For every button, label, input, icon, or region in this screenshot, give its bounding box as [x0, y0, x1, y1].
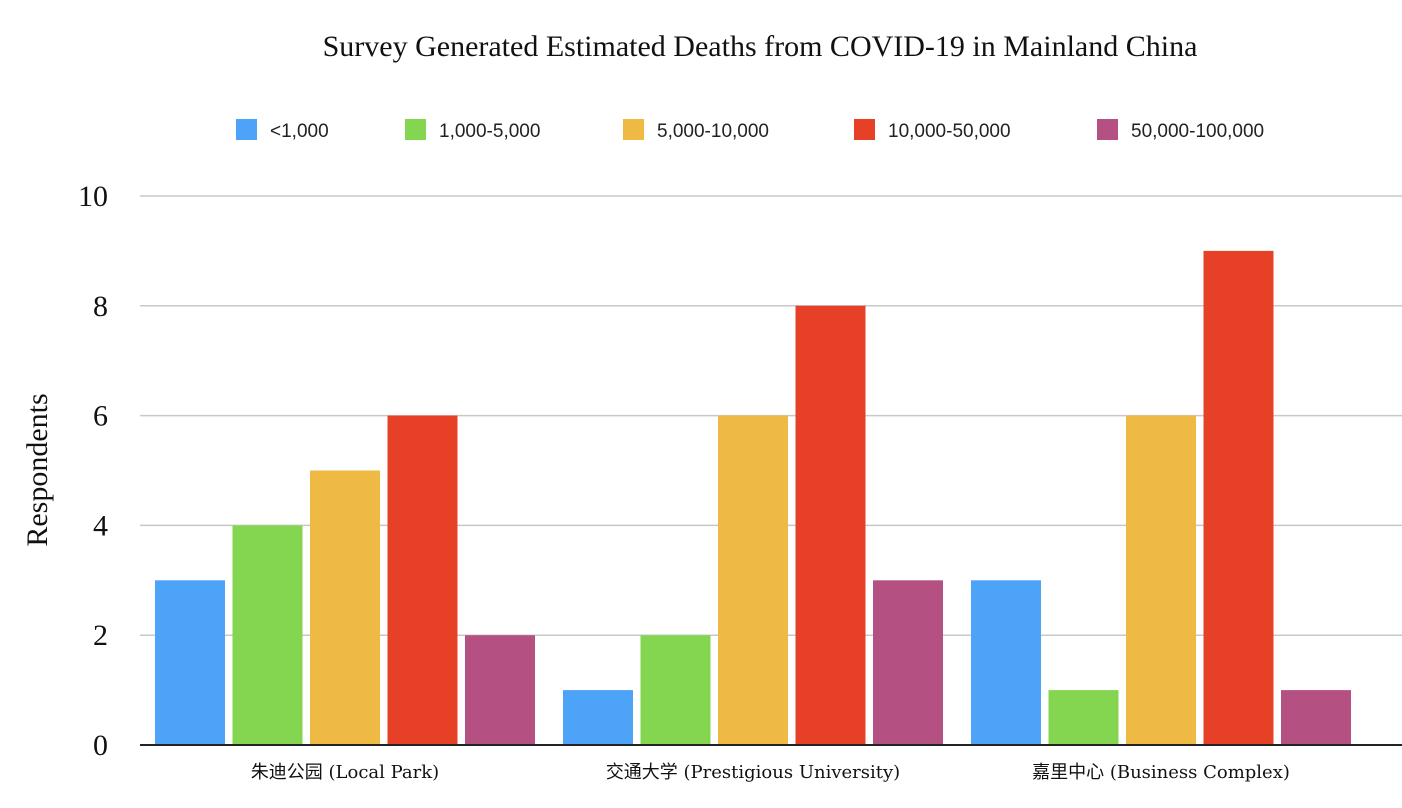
- bar-group: [971, 250, 1351, 745]
- y-tick-label: 6: [93, 400, 108, 433]
- y-tick-label: 0: [93, 729, 108, 762]
- legend-swatch: [236, 119, 257, 140]
- legend-swatch: [1097, 119, 1118, 140]
- y-axis-title: Respondents: [21, 393, 54, 546]
- bar: [971, 580, 1041, 745]
- chart-legend: <1,000 1,000-5,000 5,000-10,000 10,000-50,0…: [236, 119, 1264, 142]
- bar-group: [563, 305, 943, 745]
- legend-item: 10,000-50,000: [854, 119, 1011, 142]
- y-axis-ticks: 0 2 4 6 8 10: [78, 180, 108, 762]
- legend-label: 10,000-50,000: [888, 121, 1011, 142]
- y-tick-label: 10: [78, 180, 108, 213]
- bar-group: [155, 415, 535, 745]
- y-tick-label: 4: [93, 509, 108, 542]
- bar: [718, 415, 788, 745]
- legend-label: <1,000: [270, 121, 329, 142]
- legend-label: 1,000-5,000: [439, 121, 540, 142]
- bar: [1126, 415, 1196, 745]
- y-tick-label: 8: [93, 290, 108, 323]
- legend-swatch: [405, 119, 426, 140]
- x-axis-categories: 朱迪公园 (Local Park) 交通大学 (Prestigious Unive…: [251, 762, 1290, 783]
- bar: [1203, 250, 1274, 745]
- chart-title: Survey Generated Estimated Deaths from C…: [323, 30, 1198, 63]
- bar: [1048, 690, 1119, 745]
- bar: [563, 690, 633, 745]
- y-tick-label: 2: [93, 619, 108, 652]
- legend-label: 5,000-10,000: [657, 121, 769, 142]
- bar: [387, 415, 458, 745]
- bar: [310, 470, 380, 745]
- legend-item: 50,000-100,000: [1097, 119, 1264, 142]
- legend-swatch: [854, 119, 875, 140]
- x-category-label: 交通大学 (Prestigious University): [606, 762, 900, 783]
- bar: [465, 635, 535, 745]
- legend-swatch: [623, 119, 644, 140]
- legend-item: 5,000-10,000: [623, 119, 769, 142]
- x-category-label: 嘉里中心 (Business Complex): [1032, 762, 1290, 783]
- bar: [1281, 690, 1351, 745]
- legend-item: 1,000-5,000: [405, 119, 540, 142]
- bars: [155, 250, 1351, 745]
- bar: [640, 635, 711, 745]
- bar: [795, 305, 866, 745]
- bar: [232, 525, 303, 745]
- x-category-label: 朱迪公园 (Local Park): [251, 762, 439, 783]
- legend-label: 50,000-100,000: [1131, 121, 1264, 142]
- legend-item: <1,000: [236, 119, 329, 142]
- bar: [873, 580, 943, 745]
- bar: [155, 580, 225, 745]
